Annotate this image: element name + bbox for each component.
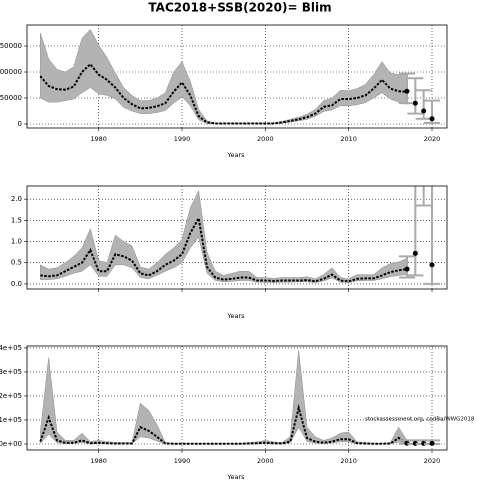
x-axis-label: Years — [226, 312, 245, 320]
forecast-point — [412, 250, 418, 256]
forecast-point — [404, 266, 410, 272]
x-tick-label: 2000 — [257, 457, 274, 465]
x-tick-label: 2020 — [424, 135, 441, 143]
plot-area — [27, 346, 447, 450]
forecast-point — [421, 108, 427, 114]
x-tick-label: 2010 — [340, 457, 357, 465]
plot-area — [27, 186, 447, 289]
chart-title: TAC2018+SSB(2020)= Blim — [148, 1, 331, 15]
forecast-point — [412, 100, 418, 106]
y-tick-label: 0.0 — [11, 280, 22, 288]
y-tick-label: 1.0 — [11, 238, 22, 246]
plot-frame — [26, 185, 448, 290]
x-tick-label: 1980 — [90, 135, 107, 143]
estimate-line — [40, 215, 408, 283]
x-tick-label: 1980 — [90, 457, 107, 465]
plot-frame — [26, 345, 448, 451]
y-tick-label: 1.5 — [11, 216, 22, 224]
y-tick-label: 0 — [18, 120, 22, 128]
y-tick-label: 0e+00 — [0, 440, 22, 448]
y-tick-label: 4e+05 — [0, 344, 22, 352]
annotation: stockassessment.org, codBa/WWG2018 — [365, 417, 475, 423]
x-tick-label: 2010 — [340, 135, 357, 143]
estimate-line — [39, 62, 408, 125]
y-tick-label: 3e+05 — [0, 368, 22, 376]
y-tick-label: 50000 — [0, 94, 22, 102]
forecast-point — [429, 262, 435, 268]
estimate-line — [39, 404, 408, 445]
y-tick-label: 2.0 — [11, 195, 22, 203]
y-tick-label: 100000 — [0, 68, 22, 76]
confidence-band — [40, 350, 408, 445]
plot-frame — [26, 24, 448, 129]
x-axis-label: Years — [226, 473, 245, 480]
x-tick-label: 1990 — [174, 135, 191, 143]
plot-area — [27, 25, 447, 128]
y-tick-label: 150000 — [0, 42, 22, 50]
forecast-point — [429, 440, 435, 446]
x-axis-label: Years — [226, 151, 245, 159]
x-tick-label: 2000 — [257, 135, 274, 143]
x-tick-label: 1990 — [174, 457, 191, 465]
confidence-band — [40, 189, 408, 283]
forecast-point — [404, 88, 410, 94]
y-tick-label: 1e+05 — [0, 416, 22, 424]
y-tick-label: 0.5 — [11, 259, 22, 267]
y-tick-label: 2e+05 — [0, 392, 22, 400]
confidence-band — [40, 28, 408, 124]
forecast-point — [429, 116, 435, 122]
x-tick-label: 2020 — [424, 457, 441, 465]
